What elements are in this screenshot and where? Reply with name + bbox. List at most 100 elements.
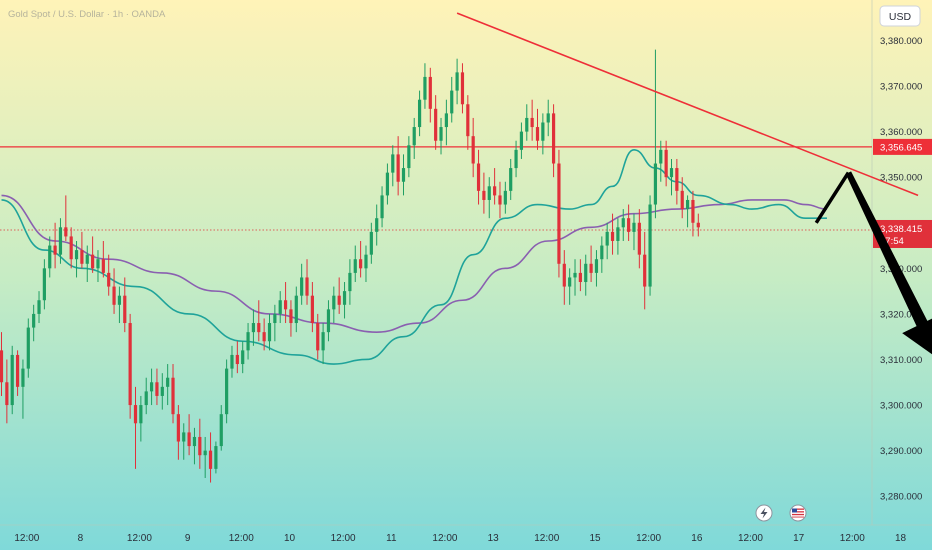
candle-body <box>316 323 320 351</box>
candle-body <box>417 99 422 128</box>
candle-body <box>278 300 282 314</box>
candle <box>337 277 341 314</box>
candle-body <box>675 168 679 191</box>
currency-button[interactable]: USD <box>879 5 921 27</box>
candle <box>235 341 239 374</box>
time-tick-label: 17 <box>793 533 805 544</box>
candle <box>643 231 647 310</box>
time-tick-label: 8 <box>78 533 84 544</box>
time-axis[interactable]: 12:00 8 12:00 9 12:00 10 12:00 11 12:00 13 12:00 15… <box>14 533 906 544</box>
candle <box>176 405 180 460</box>
candle-body <box>616 227 620 241</box>
candle <box>155 368 159 406</box>
candle-body <box>541 122 545 141</box>
candle <box>198 418 202 469</box>
arrow-up-leg <box>814 171 850 224</box>
candle-body <box>192 436 197 447</box>
lightning-icon[interactable] <box>755 504 773 522</box>
candle <box>659 140 663 182</box>
candle-body <box>573 272 577 278</box>
candle <box>326 300 331 342</box>
candle-body <box>171 377 175 415</box>
candle-body <box>568 277 572 287</box>
candle-body <box>530 117 534 128</box>
countdown-label: 37:54 <box>880 236 904 247</box>
price-axis[interactable]: 3,280.000 3,290.000 3,300.000 3,310.000 3,32… <box>880 36 922 503</box>
price-tick-label: 3,330.000 <box>880 264 922 275</box>
candle <box>289 300 293 337</box>
price-tick-label: 3,300.000 <box>880 401 922 412</box>
candle <box>278 291 282 324</box>
candle <box>444 99 448 146</box>
candle-body <box>42 268 46 301</box>
candle <box>600 236 604 273</box>
candle-body <box>219 414 223 447</box>
candle-body <box>155 382 159 396</box>
us-flag-icon[interactable] <box>789 504 807 522</box>
candle <box>101 240 105 278</box>
candle-body <box>648 204 652 287</box>
time-tick-label: 12:00 <box>432 533 457 544</box>
candle-body <box>321 332 325 351</box>
candle-body <box>664 149 668 178</box>
candle <box>653 49 658 219</box>
candle-body <box>96 259 100 269</box>
candle <box>525 104 529 141</box>
candle-body <box>460 72 465 105</box>
candle <box>482 172 486 214</box>
time-tick-label: 12:00 <box>14 533 39 544</box>
candle <box>166 364 170 406</box>
time-tick-label: 12:00 <box>636 533 661 544</box>
candle-body <box>144 391 148 406</box>
candle <box>557 149 561 278</box>
candle <box>182 423 186 460</box>
candle <box>91 236 95 273</box>
candle <box>149 368 154 406</box>
candle <box>10 345 14 415</box>
candle <box>412 117 416 159</box>
time-tick-label: 10 <box>284 533 296 544</box>
candle <box>691 190 695 237</box>
candle-body <box>310 295 314 324</box>
candles <box>0 49 700 483</box>
candle <box>53 222 57 269</box>
candle-body <box>487 186 491 200</box>
candle <box>541 113 545 155</box>
trendline[interactable] <box>456 12 919 197</box>
candle <box>321 323 325 365</box>
candle-body <box>412 127 416 146</box>
candle <box>428 67 432 123</box>
candle-body <box>332 295 336 310</box>
candle <box>273 304 277 342</box>
time-tick-label: 12:00 <box>127 533 152 544</box>
candle-body <box>149 382 154 392</box>
candle-body <box>434 108 438 141</box>
candle <box>471 117 475 178</box>
time-tick-label: 13 <box>488 533 500 544</box>
candle-body <box>691 199 695 223</box>
candle <box>680 177 684 219</box>
candle-body <box>139 405 143 424</box>
candle-body <box>423 76 427 100</box>
candle <box>417 90 422 137</box>
time-tick-label: 11 <box>386 533 397 544</box>
candle <box>32 304 36 342</box>
candle <box>551 104 556 178</box>
candle <box>283 282 288 324</box>
candle-body <box>225 368 229 415</box>
time-tick-label: 12:00 <box>534 533 559 544</box>
candle-body <box>685 199 690 210</box>
time-tick-label: 12:00 <box>840 533 865 544</box>
candle <box>460 63 465 114</box>
candle-body <box>123 295 127 324</box>
candle <box>80 231 84 269</box>
time-tick-label: 12:00 <box>229 533 254 544</box>
candle-body <box>594 259 599 273</box>
resistance-price-tag <box>873 138 932 155</box>
candle-body <box>21 368 25 387</box>
candle <box>74 240 79 278</box>
candle-body <box>10 354 14 406</box>
candle-body <box>637 222 641 255</box>
